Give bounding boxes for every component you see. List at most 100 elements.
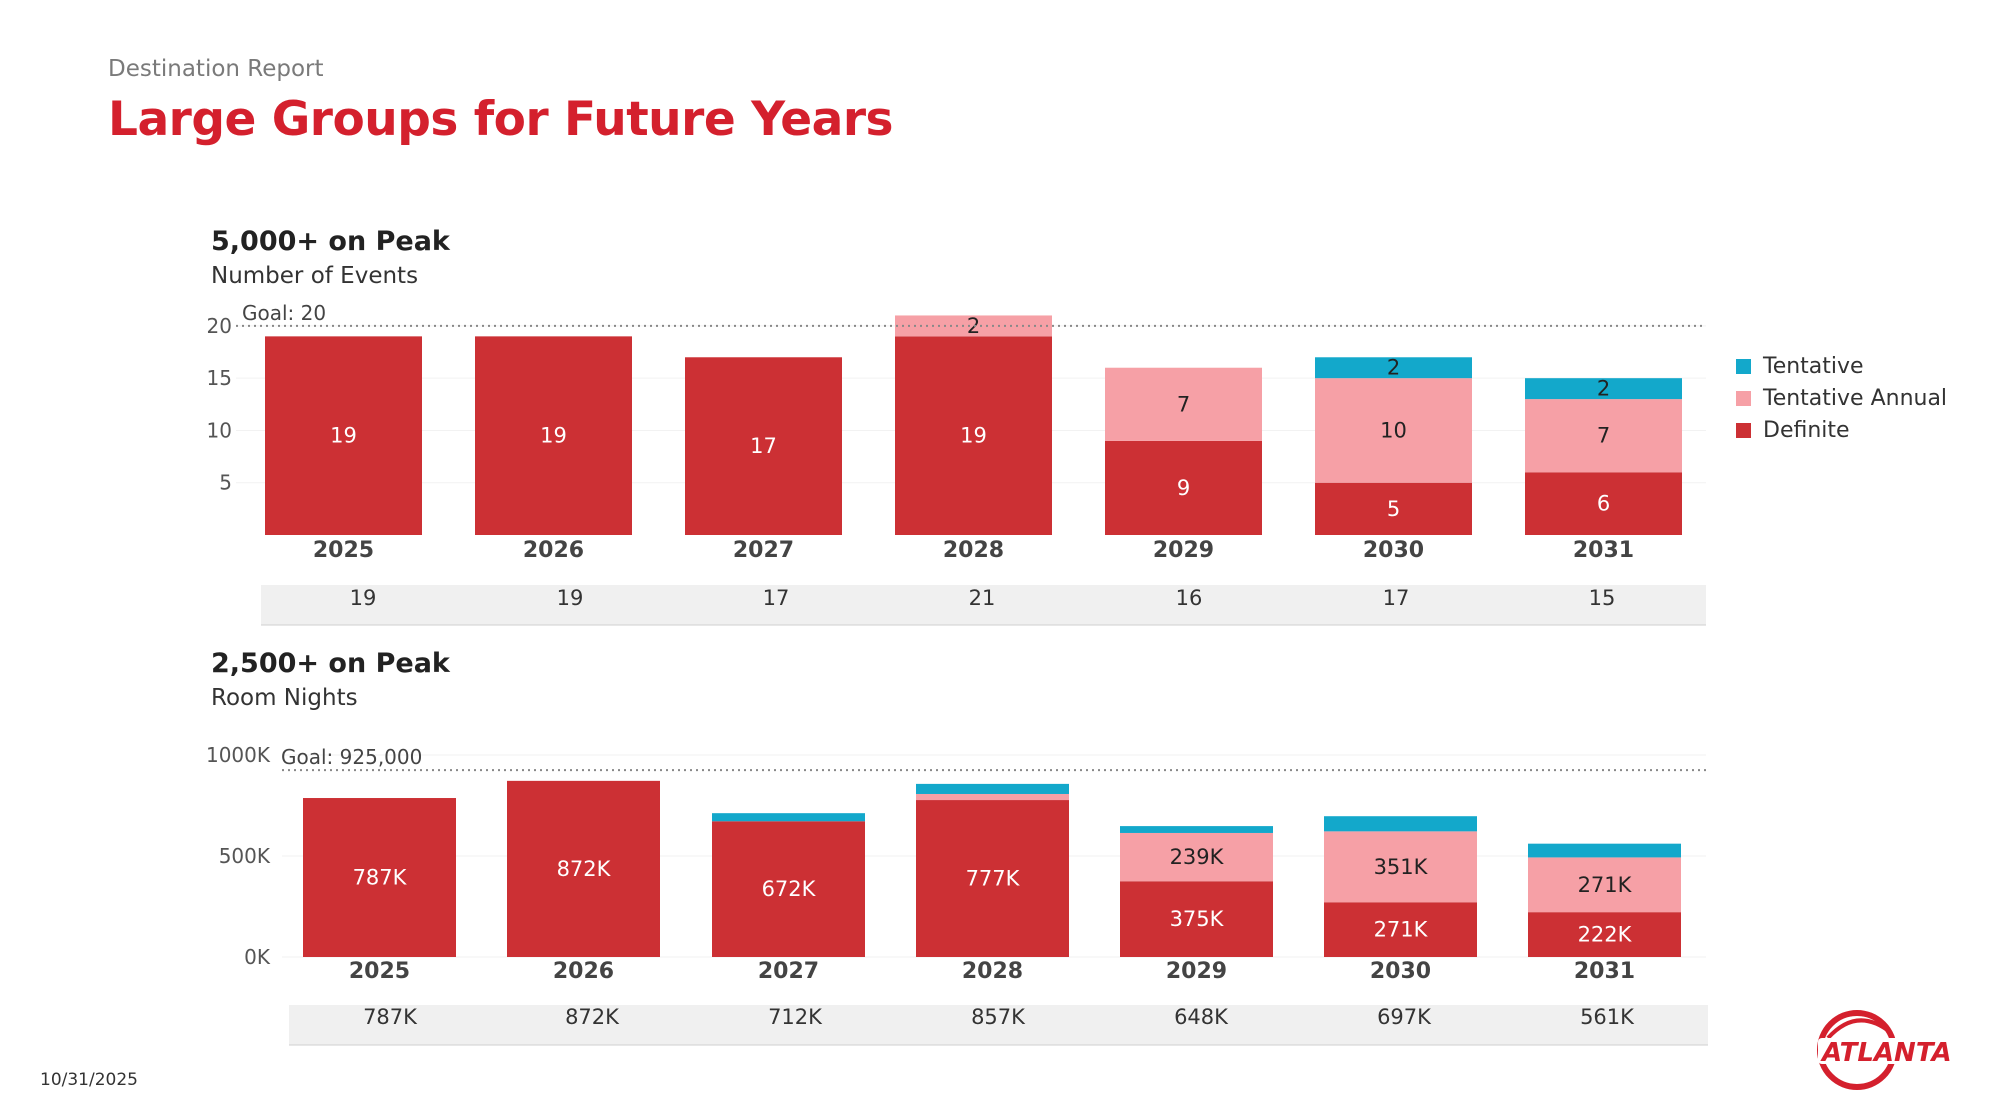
chart1-y-tick-label: 10 xyxy=(207,418,232,442)
chart2-bar-tentative-annual-2029 xyxy=(1120,832,1273,882)
chart1-bar-tentative-annual-2031 xyxy=(1525,399,1682,473)
chart2-data-label-2029: 239K xyxy=(1170,845,1225,869)
chart2-bar-definite-2025 xyxy=(303,798,456,957)
chart1-total-2030: 17 xyxy=(1383,586,1410,610)
chart2-title: 2,500+ on Peak xyxy=(211,648,450,679)
chart1-total-2028: 21 xyxy=(969,586,996,610)
chart1-x-tick-label-2029: 2029 xyxy=(1153,538,1214,563)
chart1-total-2029: 16 xyxy=(1176,586,1203,610)
chart1-total-2027: 17 xyxy=(763,586,790,610)
chart1-data-label-2028: 2 xyxy=(967,314,980,338)
chart2-x-tick-label-2030: 2030 xyxy=(1370,959,1431,984)
chart2-x-tick-label-2031: 2031 xyxy=(1574,959,1635,984)
chart2-bar-tentative-2029 xyxy=(1120,826,1273,833)
chart2-y-tick-label: 500K xyxy=(219,844,271,868)
legend-swatch-definite xyxy=(1736,422,1751,438)
chart2-heading: 2,500+ on Peak Room Nights xyxy=(211,648,450,711)
chart1-data-label-2026: 19 xyxy=(540,424,567,448)
chart1-total-2026: 19 xyxy=(557,586,584,610)
chart2-x-tick-label-2026: 2026 xyxy=(553,959,614,984)
chart2-bar-tentative-annual-2030 xyxy=(1324,831,1477,903)
chart1-data-label-2027: 17 xyxy=(750,434,777,458)
chart1-data-label-2030: 10 xyxy=(1380,418,1407,442)
chart1-x-tick-label-2031: 2031 xyxy=(1573,538,1634,563)
chart2-totals-row xyxy=(289,1005,1708,1045)
chart2-y-tick-label: 0K xyxy=(244,945,271,969)
legend-item-tentative-annual[interactable]: Tentative Annual xyxy=(1736,382,1947,414)
chart2-total-2031: 561K xyxy=(1580,1005,1635,1029)
legend-item-definite[interactable]: Definite xyxy=(1736,414,1947,446)
report-eyebrow: Destination Report xyxy=(108,56,324,82)
chart2-bar-definite-2027 xyxy=(712,821,865,957)
chart2-bar-definite-2029 xyxy=(1120,881,1273,957)
chart1-goal-label: Goal: 20 xyxy=(242,301,326,325)
chart1-y-tick-label: 5 xyxy=(219,471,232,495)
chart1-subtitle: Number of Events xyxy=(211,263,419,289)
atlanta-logo-text: ATLANTA xyxy=(1820,1038,1952,1068)
chart1-bar-definite-2028 xyxy=(895,336,1052,535)
chart2-bar-definite-2030 xyxy=(1324,902,1477,957)
chart1-data-label-2028: 19 xyxy=(960,424,987,448)
chart2-data-label-2026: 872K xyxy=(557,857,612,881)
chart1-bar-definite-2027 xyxy=(685,357,842,535)
chart1-heading: 5,000+ on Peak Number of Events xyxy=(211,226,450,289)
legend-item-tentative[interactable]: Tentative xyxy=(1736,350,1947,382)
chart1-bar-definite-2031 xyxy=(1525,472,1682,535)
chart2-data-label-2029: 375K xyxy=(1170,907,1225,931)
chart2-total-2027: 712K xyxy=(768,1005,823,1029)
chart2-data-label-2027: 672K xyxy=(762,877,817,901)
chart2-data-label-2030: 351K xyxy=(1374,855,1429,879)
chart1-totals-row xyxy=(261,585,1706,625)
chart1-bar-definite-2026 xyxy=(475,336,632,535)
chart1-bar-tentative-2030 xyxy=(1315,357,1472,379)
chart1-x-tick-label-2025: 2025 xyxy=(313,538,374,563)
chart2-bar-tentative-2028 xyxy=(916,783,1069,794)
legend-label-tentative-annual: Tentative Annual xyxy=(1763,385,1948,411)
chart2-x-tick-label-2025: 2025 xyxy=(349,959,410,984)
chart1-bar-tentative-annual-2030 xyxy=(1315,378,1472,483)
chart1-data-label-2030: 2 xyxy=(1387,356,1400,380)
chart1-bar-tentative-annual-2029 xyxy=(1105,367,1262,441)
chart1-total-2031: 15 xyxy=(1589,586,1616,610)
chart1-total-2025: 19 xyxy=(350,586,377,610)
chart2-x-tick-label-2028: 2028 xyxy=(962,959,1023,984)
chart2-x-tick-label-2027: 2027 xyxy=(758,959,819,984)
atlanta-logo-mark: ATLANTA xyxy=(1817,1010,1968,1090)
chart2-subtitle: Room Nights xyxy=(211,685,358,711)
chart2-bar-definite-2028 xyxy=(916,800,1069,957)
chart2-bar-definite-2026 xyxy=(507,780,660,957)
legend-swatch-tentative xyxy=(1736,358,1751,374)
chart2-goal-label: Goal: 925,000 xyxy=(281,745,422,769)
chart2-bar-tentative-annual-2031 xyxy=(1528,857,1681,913)
chart1-bar-definite-2025 xyxy=(265,336,422,535)
legend-label-definite: Definite xyxy=(1763,417,1850,443)
chart2-data-label-2030: 271K xyxy=(1374,918,1429,942)
chart1-data-label-2029: 9 xyxy=(1177,476,1190,500)
chart1-data-label-2031: 2 xyxy=(1597,377,1610,401)
chart1-bar-definite-2029 xyxy=(1105,440,1262,535)
chart2-total-2026: 872K xyxy=(565,1005,620,1029)
chart1-data-label-2030: 5 xyxy=(1387,497,1400,521)
chart1-x-tick-label-2030: 2030 xyxy=(1363,538,1424,563)
chart2-data-label-2028: 777K xyxy=(966,867,1021,891)
legend-label-tentative: Tentative xyxy=(1763,353,1864,379)
report-date: 10/31/2025 xyxy=(40,1070,138,1090)
chart2-data-label-2031: 271K xyxy=(1578,873,1633,897)
chart1-data-label-2025: 19 xyxy=(330,424,357,448)
chart1-data-label-2031: 6 xyxy=(1597,492,1610,516)
chart2-total-2029: 648K xyxy=(1174,1005,1229,1029)
chart1-x-tick-label-2026: 2026 xyxy=(523,538,584,563)
chart1-bar-tentative-annual-2028 xyxy=(895,315,1052,337)
chart1-title: 5,000+ on Peak xyxy=(211,226,450,257)
chart1-data-label-2031: 7 xyxy=(1597,424,1610,448)
chart1-x-tick-label-2027: 2027 xyxy=(733,538,794,563)
atlanta-logo: ATLANTA xyxy=(1812,1008,1972,1102)
chart2-data-label-2025: 787K xyxy=(353,866,408,890)
legend: Tentative Tentative Annual Definite xyxy=(1736,350,1947,446)
chart2-bar-tentative-2030 xyxy=(1324,816,1477,832)
chart1-bar-definite-2030 xyxy=(1315,482,1472,535)
chart1-x-tick-label-2028: 2028 xyxy=(943,538,1004,563)
legend-swatch-tentative-annual xyxy=(1736,390,1751,406)
chart2-bar-tentative-2031 xyxy=(1528,843,1681,858)
chart1-data-label-2029: 7 xyxy=(1177,392,1190,416)
